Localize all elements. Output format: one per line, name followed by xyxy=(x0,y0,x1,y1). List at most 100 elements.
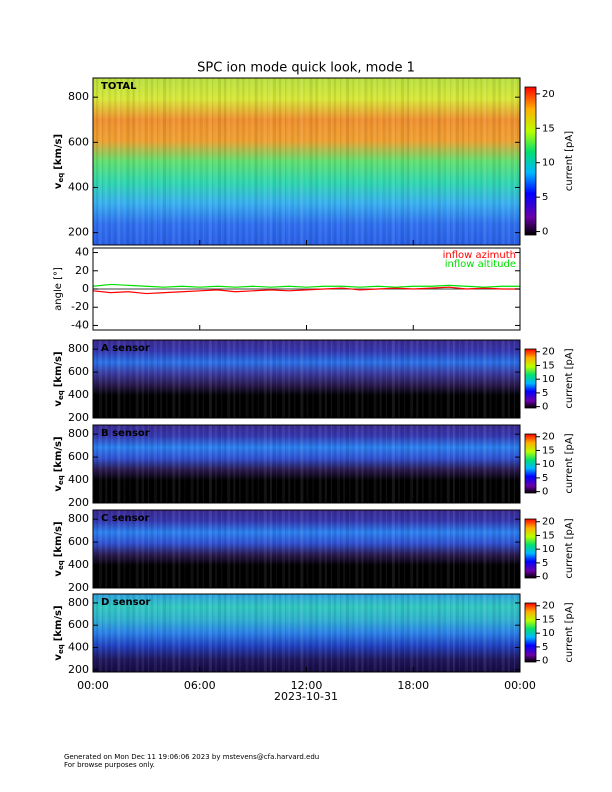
y-tick-label: 600 xyxy=(68,618,89,631)
spectrogram-stripe xyxy=(208,78,212,245)
spectrogram-stripe xyxy=(462,510,465,588)
spectrogram-stripe xyxy=(236,425,240,503)
legend-entry: inflow azimuth xyxy=(443,250,516,261)
spectrogram-stripe xyxy=(300,78,304,245)
spectrogram-stripe xyxy=(160,510,163,588)
spectrogram-stripe xyxy=(394,425,396,503)
spectrogram-stripe xyxy=(108,594,112,672)
spectrogram-stripe xyxy=(129,510,131,588)
spectrogram-stripe xyxy=(227,425,231,503)
spectrogram-stripe xyxy=(465,510,469,588)
spectrogram xyxy=(93,78,520,245)
spectrogram-stripe xyxy=(132,425,135,503)
spectrogram-stripe xyxy=(257,425,259,503)
y-tick-label: 600 xyxy=(68,450,89,463)
spectrogram-stripe xyxy=(303,340,305,418)
spectrogram-stripe xyxy=(419,594,423,672)
spectrogram-stripe xyxy=(303,78,305,245)
spectrogram-stripe xyxy=(263,510,267,588)
spectrogram-stripe xyxy=(367,594,369,672)
spectrogram-stripe xyxy=(291,425,295,503)
spectrogram-stripe xyxy=(407,425,410,503)
spectrogram-stripe xyxy=(340,78,342,245)
spectrogram-stripe xyxy=(321,425,323,503)
colorbar-tick-label: 5 xyxy=(542,192,548,203)
colorbar-tick-label: 0 xyxy=(542,487,548,498)
spectrogram-stripe xyxy=(431,340,433,418)
spectrogram-stripe xyxy=(288,425,291,503)
spectrogram-stripe xyxy=(272,425,276,503)
spectrogram-stripe xyxy=(141,340,144,418)
y-tick-label: 200 xyxy=(68,496,89,509)
y-tick-label: 200 xyxy=(68,411,89,424)
spectrogram-stripe xyxy=(193,340,195,418)
spectrogram-stripe xyxy=(211,510,213,588)
spectrogram-stripe xyxy=(443,340,446,418)
spectrogram-stripe xyxy=(211,425,213,503)
spectrogram-stripe xyxy=(343,425,346,503)
spectrogram-stripe xyxy=(260,594,263,672)
spectrogram-stripe xyxy=(154,78,157,245)
spectrogram-stripe xyxy=(196,594,199,672)
spectrogram-stripe xyxy=(279,594,282,672)
colorbar-tick-label: 10 xyxy=(542,158,555,169)
spectrogram-stripe xyxy=(443,78,446,245)
spectrogram-stripe xyxy=(489,594,492,672)
spectrogram-stripe xyxy=(108,78,112,245)
spectrogram-stripe xyxy=(285,425,287,503)
spectrogram-stripe xyxy=(269,78,272,245)
spectrogram-stripe xyxy=(272,340,276,418)
spectrogram-stripe xyxy=(373,340,377,418)
spectrogram-stripe xyxy=(303,594,305,672)
spectrogram-stripe xyxy=(385,510,387,588)
spectrogram-stripe xyxy=(221,594,223,672)
spectrogram-stripe xyxy=(282,425,286,503)
spectrogram-stripe xyxy=(404,78,406,245)
spectrogram-stripe xyxy=(193,594,195,672)
spectrogram-stripe xyxy=(157,425,159,503)
spectrogram-stripe xyxy=(224,594,227,672)
colorbar xyxy=(524,433,537,494)
spectrogram-stripe xyxy=(431,594,433,672)
spectrogram-stripe xyxy=(132,510,135,588)
spectrogram-stripe xyxy=(355,425,359,503)
spectrogram-stripe xyxy=(364,425,368,503)
spectrogram-stripe xyxy=(254,340,258,418)
spectrogram-stripe xyxy=(373,510,377,588)
spectrogram-stripe xyxy=(172,594,176,672)
spectrogram-stripe xyxy=(254,78,258,245)
spectrogram-stripe xyxy=(288,78,291,245)
spectrogram-stripe xyxy=(251,78,254,245)
spectrogram-stripe xyxy=(477,340,479,418)
spectrogram-stripe xyxy=(245,340,249,418)
spectrogram-stripe xyxy=(175,78,177,245)
spectrogram-stripe xyxy=(346,425,350,503)
spectrogram-stripe xyxy=(105,594,108,672)
spectrogram-stripe xyxy=(382,78,386,245)
spectrogram-stripe xyxy=(141,425,144,503)
spectrogram-stripe xyxy=(480,510,483,588)
spectrogram-stripe xyxy=(242,340,245,418)
spectrogram-stripe xyxy=(367,78,369,245)
spectrogram-stripe xyxy=(227,340,231,418)
spectrogram-stripe xyxy=(416,510,419,588)
spectrogram-stripe xyxy=(254,425,258,503)
spectrogram-stripe xyxy=(376,340,378,418)
spectrogram-stripe xyxy=(477,594,479,672)
spectrogram-stripe xyxy=(257,510,259,588)
spectrogram-stripe xyxy=(364,78,368,245)
spectrogram-stripe xyxy=(117,340,121,418)
spectrogram-stripe xyxy=(178,510,181,588)
spectrogram-stripe xyxy=(404,594,406,672)
spectrogram-stripe xyxy=(105,510,108,588)
spectrogram xyxy=(93,594,520,672)
spectrogram-stripe xyxy=(279,425,282,503)
spectrogram-stripe xyxy=(471,425,474,503)
spectrogram-stripe xyxy=(266,78,268,245)
spectrogram-stripe xyxy=(410,510,414,588)
spectrogram-stripe xyxy=(486,340,488,418)
spectrogram-stripe xyxy=(370,340,373,418)
spectrogram-stripe xyxy=(321,510,323,588)
spectrogram-stripe xyxy=(227,594,231,672)
y-tick-label: 800 xyxy=(68,427,89,440)
